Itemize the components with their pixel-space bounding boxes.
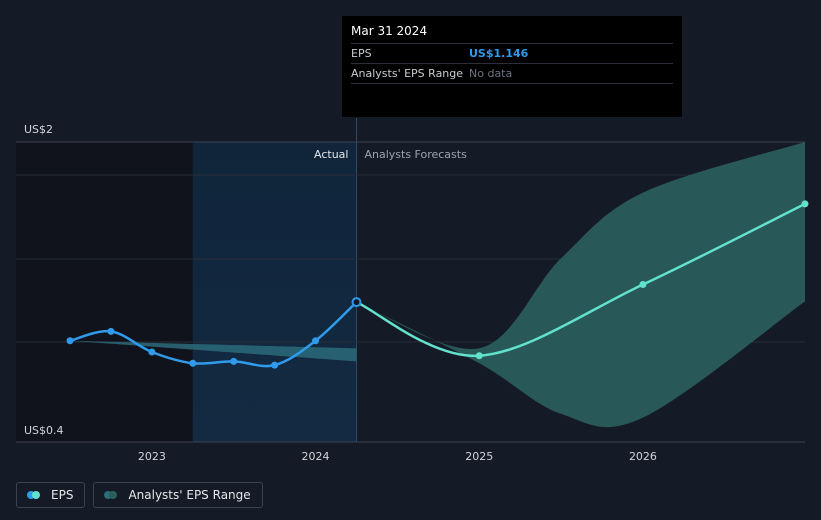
actual-eps-point <box>66 337 74 345</box>
tooltip-range-value: No data <box>469 67 513 80</box>
legend-eps-label: EPS <box>51 488 74 502</box>
x-tick-label: 2025 <box>465 450 493 463</box>
legend-item-eps-range[interactable]: Analysts' EPS Range <box>93 482 263 508</box>
x-tick-label: 2023 <box>138 450 166 463</box>
actual-eps-line <box>69 301 358 368</box>
forecast-eps-point <box>801 200 809 208</box>
y-axis-min-label: US$0.4 <box>24 424 64 437</box>
actual-eps-point <box>312 337 320 345</box>
tooltip-eps-value: US$1.146 <box>469 47 529 60</box>
tooltip-eps-row: EPS US$1.146 <box>351 43 673 63</box>
tooltip-date: Mar 31 2024 <box>351 24 428 38</box>
forecast-region-label: Analysts Forecasts <box>364 148 467 161</box>
legend-range-label: Analysts' EPS Range <box>128 488 251 502</box>
actual-eps-point <box>351 297 362 308</box>
forecast-eps-point <box>475 352 483 360</box>
tooltip-range-label: Analysts' EPS Range <box>351 67 464 80</box>
past-region <box>16 142 193 442</box>
forecast-eps-line <box>355 202 806 358</box>
actual-eps-point <box>148 348 156 356</box>
legend-item-eps[interactable]: EPS <box>16 482 86 508</box>
actual-eps-point <box>107 327 115 335</box>
actual-region <box>192 142 357 442</box>
forecast-eps-range-band <box>356 142 805 428</box>
actual-region-label: Actual <box>314 148 348 161</box>
actual-eps-point <box>230 357 238 365</box>
tooltip-range-row: Analysts' EPS Range No data <box>351 63 673 84</box>
forecast-eps-point <box>639 281 647 288</box>
actual-eps-point <box>189 359 197 367</box>
actual-eps-range-band <box>70 340 357 362</box>
actual-eps-point <box>271 361 279 369</box>
y-axis-max-label: US$2 <box>24 123 53 136</box>
chart-tooltip: Mar 31 2024 EPS US$1.146 Analysts' EPS R… <box>342 16 682 117</box>
legend-range-swatch-icon <box>104 491 120 499</box>
legend-eps-swatch-icon <box>27 491 43 499</box>
x-tick-label: 2026 <box>629 450 657 463</box>
x-tick-label: 2024 <box>302 450 330 463</box>
chart-legend: EPS Analysts' EPS Range <box>16 482 263 508</box>
tooltip-eps-label: EPS <box>351 47 372 60</box>
